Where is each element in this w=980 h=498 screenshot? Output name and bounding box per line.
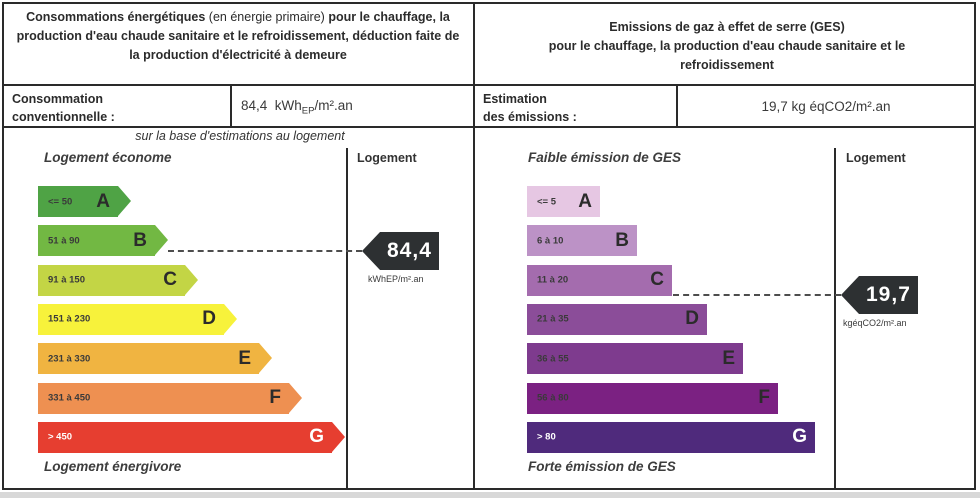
grade-bar-G: > 450 G [38, 421, 345, 453]
energy-consumption-value: 84,4 kWhEP/m².an [241, 98, 353, 117]
grade-range-label: 231 à 330 [48, 353, 91, 365]
grade-bar-arrow-tip-icon [259, 343, 272, 374]
grade-bar-B: 6 à 10 B [527, 225, 637, 257]
energy-logement-column-header: Logement [357, 151, 417, 165]
energy-marker-unit: kWhEP/m².an [368, 274, 424, 284]
energy-bottom-caption: Logement énergivore [44, 459, 182, 474]
grade-bar-E: 231 à 330 E [38, 343, 272, 375]
grade-bar-arrow-tip-icon [185, 264, 198, 295]
energy-unit-subscript: EP [301, 105, 315, 117]
ges-header-title: Emissions de gaz à effet de serre (GES) [609, 20, 845, 34]
grade-range-label: <= 5 [537, 196, 557, 207]
grade-bar-C: 11 à 20 C [527, 264, 672, 296]
grade-range-label: 151 à 230 [48, 313, 91, 325]
energy-label-value-divider [230, 84, 232, 128]
grade-bar-A: <= 50 A [38, 186, 131, 217]
energy-marker-value: 84,4 [380, 232, 439, 270]
grade-range-label: > 80 [537, 431, 556, 443]
grade-letter: A [578, 190, 592, 212]
grade-range-label: 331 à 450 [48, 392, 91, 404]
ges-bottom-caption: Forte émission de GES [528, 459, 676, 474]
grade-range-label: > 450 [48, 431, 73, 443]
grade-letter: F [758, 387, 770, 408]
ges-unit: kg éqCO2/m².an [791, 99, 891, 114]
grade-bar-E: 36 à 55 E [527, 343, 743, 375]
ges-logement-column-header: Logement [846, 151, 906, 165]
energy-unit-kwh: kWh [274, 98, 302, 113]
table-outer-border [2, 2, 976, 490]
grade-range-label: 91 à 150 [48, 274, 85, 286]
energy-top-caption: Logement économe [44, 150, 172, 165]
grade-letter: E [238, 347, 251, 369]
grade-range-label: 51 à 90 [48, 235, 80, 247]
ges-estimation-value: 19,7 kg éqCO2/m².an [678, 99, 974, 114]
header-row-divider [2, 84, 976, 86]
ges-estimation-label-line2: des émissions : [483, 110, 577, 125]
grade-letter: B [615, 229, 629, 251]
value-row-divider [2, 126, 976, 128]
grade-bar-arrow-tip-icon [289, 382, 302, 413]
grade-bar-arrow-tip-icon [332, 421, 345, 452]
energy-header-subtitle: pour le chauffage, la production d'eau c… [16, 10, 460, 62]
grade-letter: D [685, 308, 699, 330]
grade-bar-F: 56 à 80 F [527, 382, 778, 414]
grade-range-label: <= 50 [48, 196, 73, 207]
grade-bar-D: 21 à 35 D [527, 303, 707, 335]
grade-letter: G [309, 426, 324, 448]
grade-bar-D: 151 à 230 D [38, 303, 237, 335]
grade-bar-C: 91 à 150 C [38, 264, 198, 296]
grade-letter: D [202, 308, 216, 330]
grade-range-label: 36 à 55 [537, 353, 569, 365]
grade-letter: E [722, 347, 735, 369]
ges-top-caption: Faible émission de GES [528, 150, 682, 165]
ges-label-value-divider [676, 84, 678, 128]
energy-consumption-label-line2: conventionnelle : [12, 110, 115, 125]
energy-consumption-label: Consommation conventionnelle : [12, 90, 115, 126]
scan-edge-strip [0, 492, 980, 498]
energy-header-title: Consommations énergétiques [26, 10, 206, 24]
energy-logement-column-divider [346, 148, 348, 490]
grade-bar-A: <= 5 A [527, 186, 600, 217]
energy-header-note: (en énergie primaire) [205, 10, 325, 24]
grade-bar-B: 51 à 90 B [38, 225, 168, 257]
energy-value-number: 84,4 [241, 98, 268, 113]
ges-estimation-label: Estimation des émissions : [483, 90, 577, 126]
center-divider [473, 2, 475, 490]
ges-estimation-label-line1: Estimation [483, 92, 547, 106]
grade-bar-F: 331 à 450 F [38, 382, 302, 414]
ges-marker-value: 19,7 [859, 276, 918, 314]
energy-marker-arrow-icon [362, 232, 380, 270]
ges-header: Emissions de gaz à effet de serre (GES) … [494, 18, 960, 74]
energy-header: Consommations énergétiques (en énergie p… [14, 8, 462, 64]
grade-bar-G: > 80 G [527, 421, 815, 453]
energy-marker-dash-line [168, 250, 362, 252]
energy-unit-rest: /m².an [314, 98, 353, 113]
grade-range-label: 21 à 35 [537, 313, 569, 325]
grade-bar-arrow-tip-icon [118, 186, 131, 216]
grade-letter: C [163, 269, 177, 291]
energy-consumption-label-line1: Consommation [12, 92, 103, 106]
ges-value-number: 19,7 [761, 99, 788, 114]
grade-letter: A [96, 190, 110, 212]
ges-header-subtitle: pour le chauffage, la production d'eau c… [548, 38, 906, 72]
grade-bar-arrow-tip-icon [224, 303, 237, 334]
energy-value-marker: 84,4 [362, 232, 439, 270]
ges-marker-arrow-icon [841, 276, 859, 314]
grade-range-label: 11 à 20 [537, 274, 569, 286]
grade-letter: B [133, 229, 147, 251]
estimation-basis-note: sur la base d'estimations au logement [135, 129, 345, 143]
grade-letter: C [650, 269, 664, 291]
grade-letter: F [269, 387, 281, 408]
grade-range-label: 6 à 10 [537, 235, 564, 247]
grade-letter: G [792, 426, 807, 448]
grade-range-label: 56 à 80 [537, 392, 569, 404]
grade-bar-arrow-tip-icon [155, 225, 168, 256]
ges-marker-unit: kgéqCO2/m².an [843, 318, 907, 328]
ges-value-marker: 19,7 [841, 276, 918, 314]
ges-marker-dash-line [673, 294, 841, 296]
ges-logement-column-divider [834, 148, 836, 490]
